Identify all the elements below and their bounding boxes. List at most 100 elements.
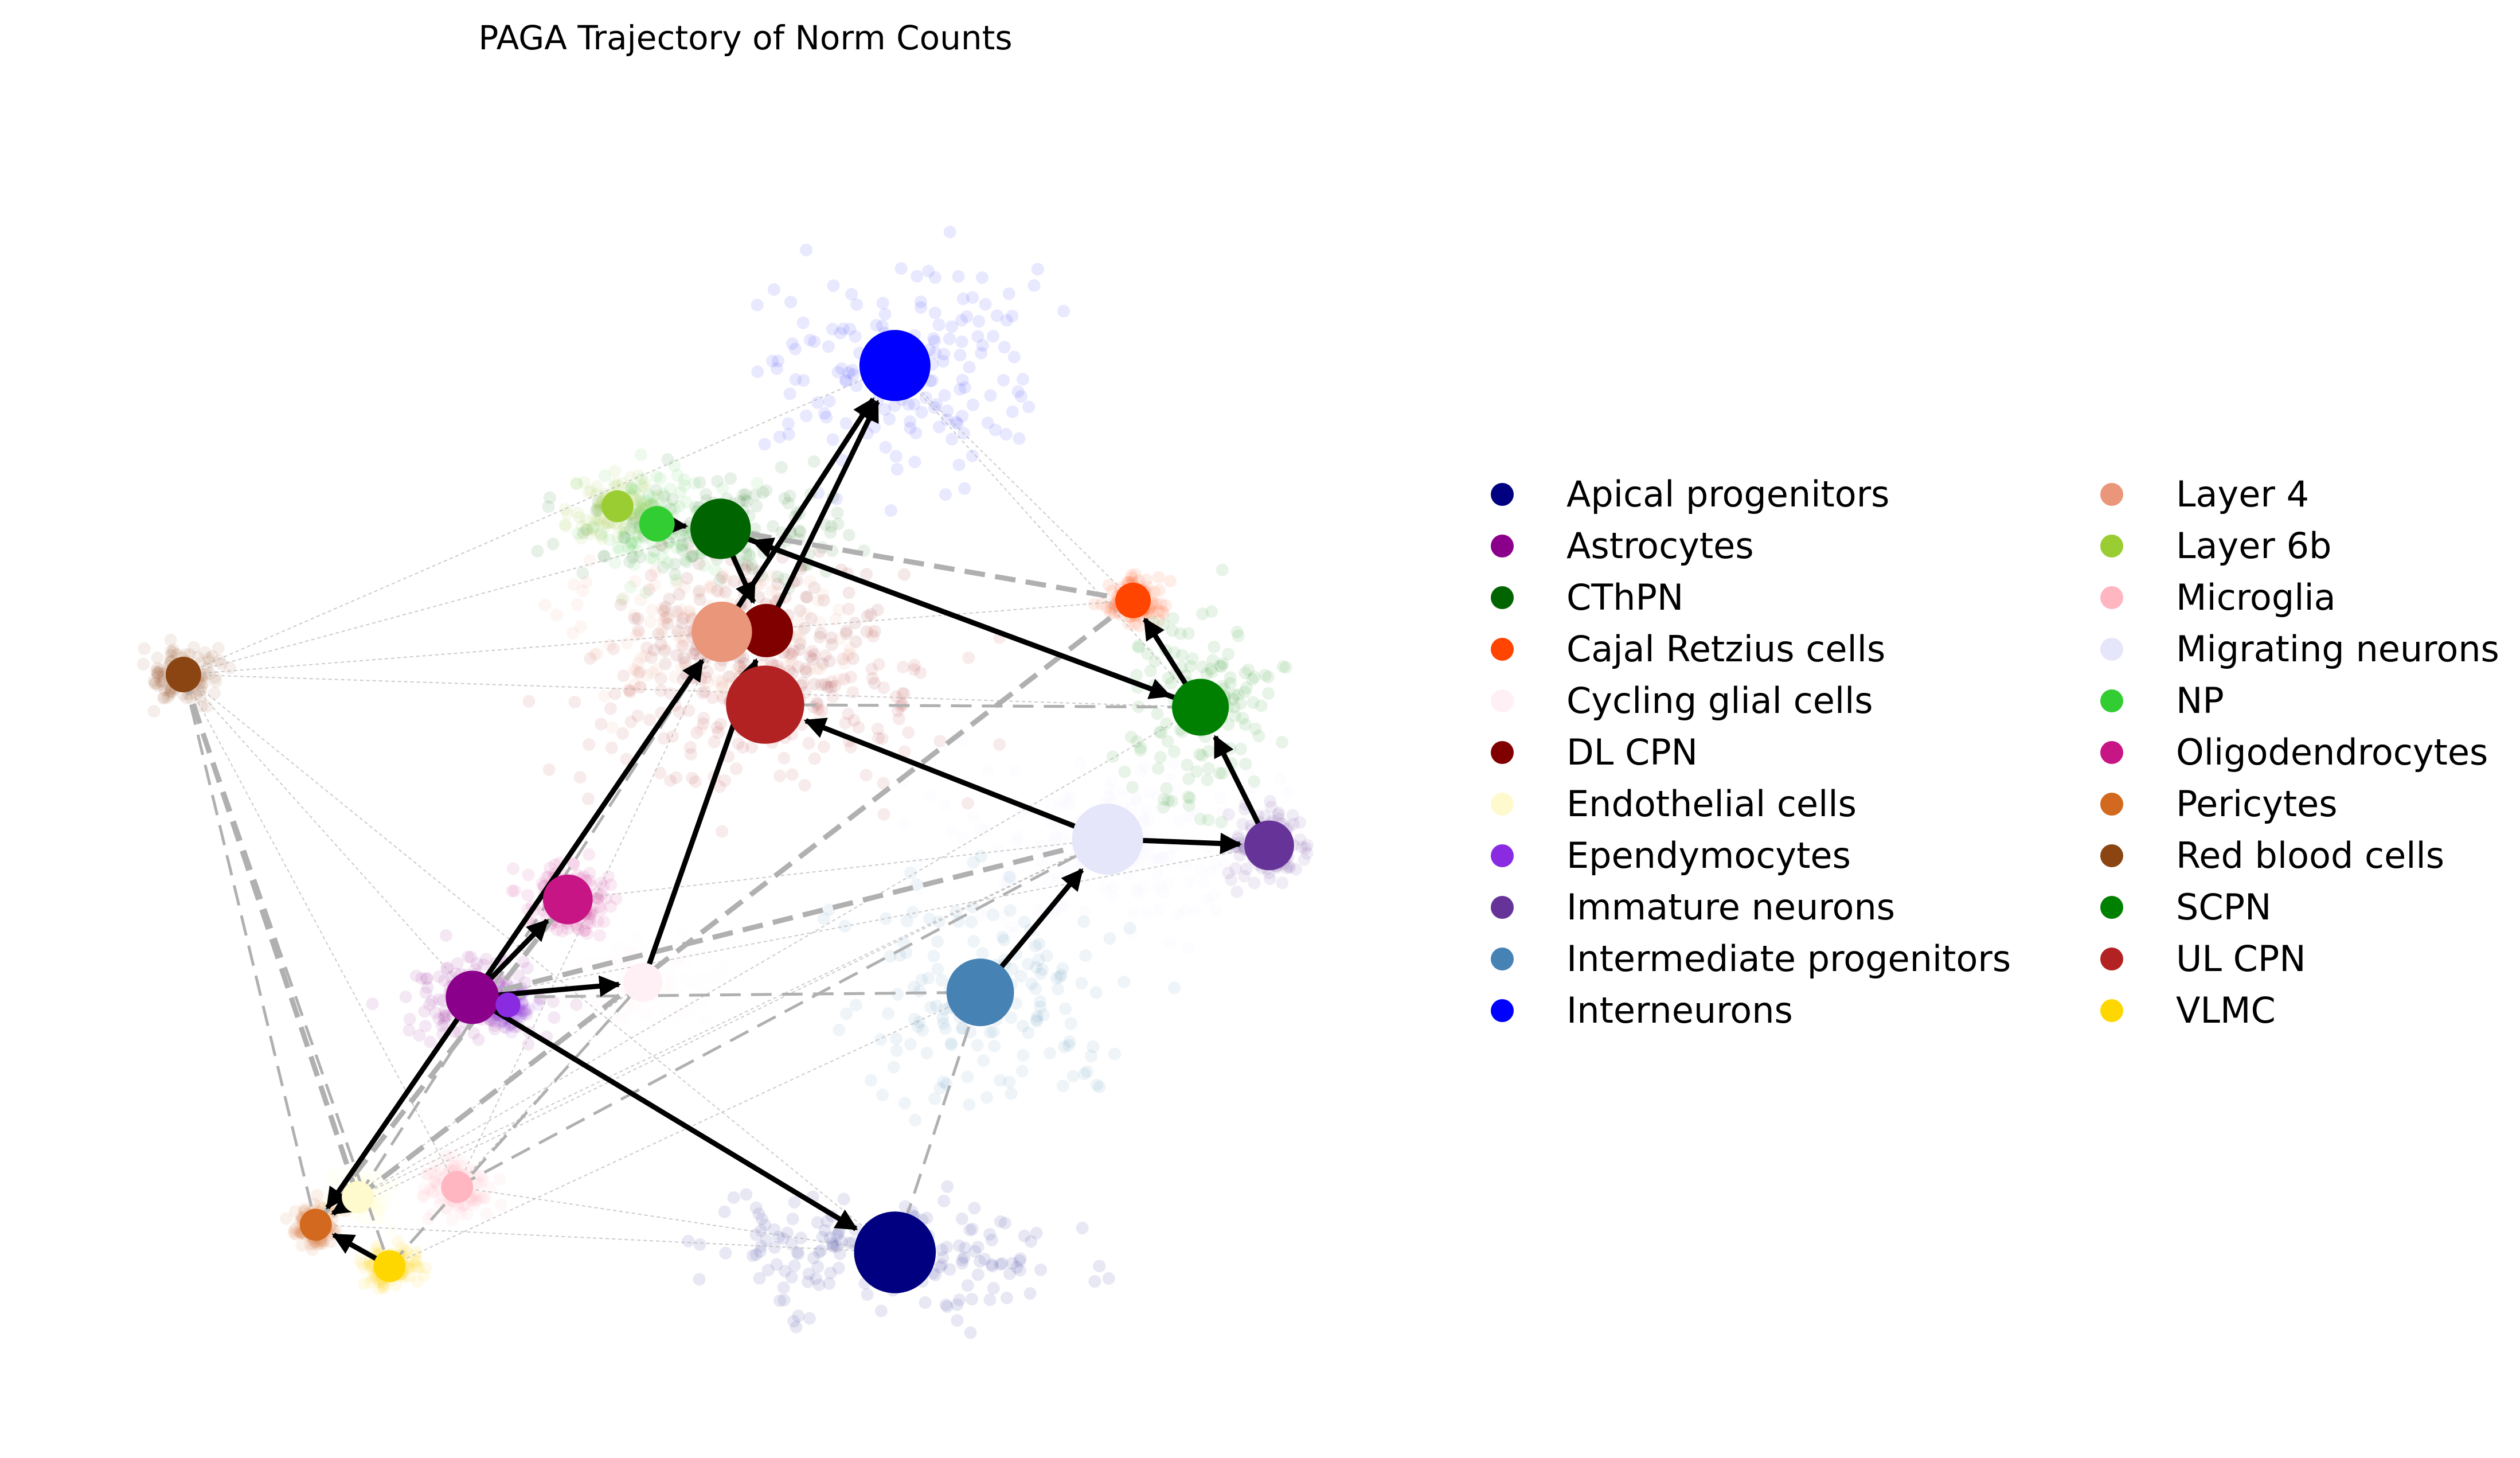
faint-edge-microglia-cycling-glial-cells	[456, 981, 644, 1188]
faint-edge-vlmc-intermediate-progenitors	[389, 992, 981, 1267]
arrow-cthpn-to-dl-cpn	[729, 552, 756, 605]
legend-item-ul-cpn: UL CPN	[2100, 938, 2306, 980]
node-endothelial-cells	[342, 1181, 374, 1214]
node-np	[639, 506, 675, 542]
dashed-edge-endothelial-cells-cajal-retzius-cells	[356, 598, 1135, 1199]
node-interneurons	[859, 330, 931, 401]
arrow-layer-4-to-interneurons	[734, 397, 876, 611]
faint-edge-red-blood-cells-scpn	[183, 674, 1201, 708]
faint-edge-red-blood-cells-astrocytes	[183, 674, 473, 998]
legend-item-vlmc: VLMC	[2100, 989, 2276, 1031]
dashed-edge-astrocytes-intermediate-progenitors	[472, 991, 980, 999]
arrow-astrocytes-to-oligodendrocytes	[487, 918, 549, 983]
arrow-immature-neurons-to-scpn	[1213, 735, 1262, 827]
legend-marker-pericytes	[2100, 793, 2123, 816]
legend-marker-red-blood-cells	[2100, 844, 2123, 867]
node-ul-cpn	[726, 665, 804, 744]
legend-marker-layer-6b	[2100, 535, 2123, 558]
legend-item-np: NP	[2100, 680, 2224, 722]
legend-item-oligodendrocytes: Oligodendrocytes	[2100, 731, 2488, 773]
legend-marker-vlmc	[2100, 999, 2123, 1022]
arrow-intermediate-progenitors-to-migrating-neurons	[998, 868, 1084, 971]
node-cajal-retzius-cells	[1115, 582, 1151, 618]
faint-edge-microglia-apical-progenitors	[457, 1186, 895, 1253]
legend-item-interneurons: Interneurons	[1491, 989, 1793, 1031]
legend-label-np: NP	[2176, 680, 2224, 722]
legend-marker-endothelial-cells	[1491, 793, 1514, 816]
legend-label-cthpn: CThPN	[1566, 576, 1683, 618]
legend-label-microglia: Microglia	[2176, 576, 2336, 618]
arrow-np-to-cthpn	[665, 513, 688, 536]
legend-label-oligodendrocytes: Oligodendrocytes	[2176, 731, 2488, 773]
faint-edge-pericytes-apical-progenitors	[315, 1224, 895, 1253]
legend-item-apical-progenitors: Apical progenitors	[1491, 473, 1889, 515]
legend-marker-cycling-glial-cells	[1491, 689, 1514, 712]
node-apical-progenitors	[854, 1211, 936, 1293]
legend-marker-ependymocytes	[1491, 844, 1514, 867]
faint-edge-red-blood-cells-cthpn	[183, 528, 721, 676]
faint-edge-astrocytes-immature-neurons	[472, 844, 1269, 998]
legend-item-endothelial-cells: Endothelial cells	[1491, 783, 1857, 825]
arrow-astrocytes-to-cycling-glial-cells	[496, 975, 622, 998]
node-cycling-glial-cells	[623, 962, 663, 1002]
faint-edge-pericytes-cycling-glial-cells	[315, 981, 643, 1226]
legend-label-layer-4: Layer 4	[2176, 473, 2309, 515]
dashed-edge-apical-progenitors-intermediate-progenitors	[893, 992, 982, 1253]
node-pericytes	[299, 1208, 332, 1241]
cluster-nodes-layer	[165, 330, 1294, 1293]
chart-title: PAGA Trajectory of Norm Counts	[478, 18, 1012, 57]
dashed-edge-astrocytes-migrating-neurons	[471, 836, 1108, 1000]
legend-item-dl-cpn: DL CPN	[1491, 731, 1698, 773]
legend-item-cajal-retzius-cells: Cajal Retzius cells	[1491, 628, 1885, 670]
arrow-astrocytes-to-layer-4	[483, 658, 705, 979]
legend-marker-cthpn	[1491, 586, 1514, 609]
legend-marker-intermediate-progenitors	[1491, 948, 1514, 970]
arrow-scpn-to-cajal-retzius-cells	[1142, 617, 1189, 687]
legend-label-scpn: SCPN	[2176, 886, 2271, 928]
legend-marker-astrocytes	[1491, 535, 1514, 558]
legend-label-apical-progenitors: Apical progenitors	[1566, 473, 1889, 515]
legend-item-immature-neurons: Immature neurons	[1491, 886, 1895, 928]
dashed-edges-layer	[181, 526, 1201, 1268]
faint-edge-red-blood-cells-apical-progenitors	[183, 674, 896, 1253]
legend-marker-layer-4	[2100, 483, 2123, 506]
node-scpn	[1172, 679, 1229, 736]
legend-marker-oligodendrocytes	[2100, 741, 2123, 764]
arrow-cthpn-to-scpn	[745, 536, 1172, 699]
legend-label-ependymocytes: Ependymocytes	[1566, 835, 1851, 876]
node-vlmc	[373, 1250, 406, 1282]
node-red-blood-cells	[165, 657, 201, 693]
dashed-edge-red-blood-cells-endothelial-cells	[181, 673, 361, 1198]
legend-item-layer-4: Layer 4	[2100, 473, 2309, 515]
legend-marker-interneurons	[1491, 999, 1514, 1022]
legend-label-astrocytes: Astrocytes	[1566, 525, 1754, 567]
legend-marker-immature-neurons	[1491, 896, 1514, 919]
node-oligodendrocytes	[542, 874, 593, 925]
legend-marker-np	[2100, 689, 2123, 712]
legend-label-dl-cpn: DL CPN	[1566, 731, 1698, 773]
legend-label-migrating-neurons: Migrating neurons	[2176, 628, 2499, 670]
node-astrocytes	[446, 970, 499, 1024]
legend-marker-dl-cpn	[1491, 741, 1514, 764]
node-layer-6b	[601, 490, 634, 523]
dashed-edge-cthpn-cajal-retzius-cells	[720, 526, 1134, 603]
faint-edge-oligodendrocytes-migrating-neurons	[568, 838, 1108, 900]
arrow-migrating-neurons-to-immature-neurons	[1139, 832, 1242, 855]
faint-edge-red-blood-cells-interneurons	[183, 365, 896, 675]
faint-edge-endothelial-cells-scpn	[357, 707, 1201, 1198]
node-cthpn	[690, 498, 751, 559]
legend-item-pericytes: Pericytes	[2100, 783, 2338, 825]
faint-edge-interneurons-cajal-retzius-cells	[894, 365, 1134, 601]
legend-item-microglia: Microglia	[2100, 576, 2336, 618]
faint-edge-red-blood-cells-microglia	[182, 674, 458, 1188]
node-microglia	[441, 1171, 474, 1203]
node-dl-cpn	[740, 603, 794, 657]
legend-marker-migrating-neurons	[2100, 638, 2123, 661]
legend-label-immature-neurons: Immature neurons	[1566, 886, 1895, 928]
dashed-edge-pericytes-oligodendrocytes	[314, 898, 570, 1227]
legend-item-cycling-glial-cells: Cycling glial cells	[1491, 680, 1873, 722]
legend-label-pericytes: Pericytes	[2176, 783, 2338, 825]
legend-marker-cajal-retzius-cells	[1491, 638, 1514, 661]
legend-item-migrating-neurons: Migrating neurons	[2100, 628, 2499, 670]
legend: Apical progenitors Astrocytes CThPN Cajal R…	[1491, 473, 2499, 1031]
